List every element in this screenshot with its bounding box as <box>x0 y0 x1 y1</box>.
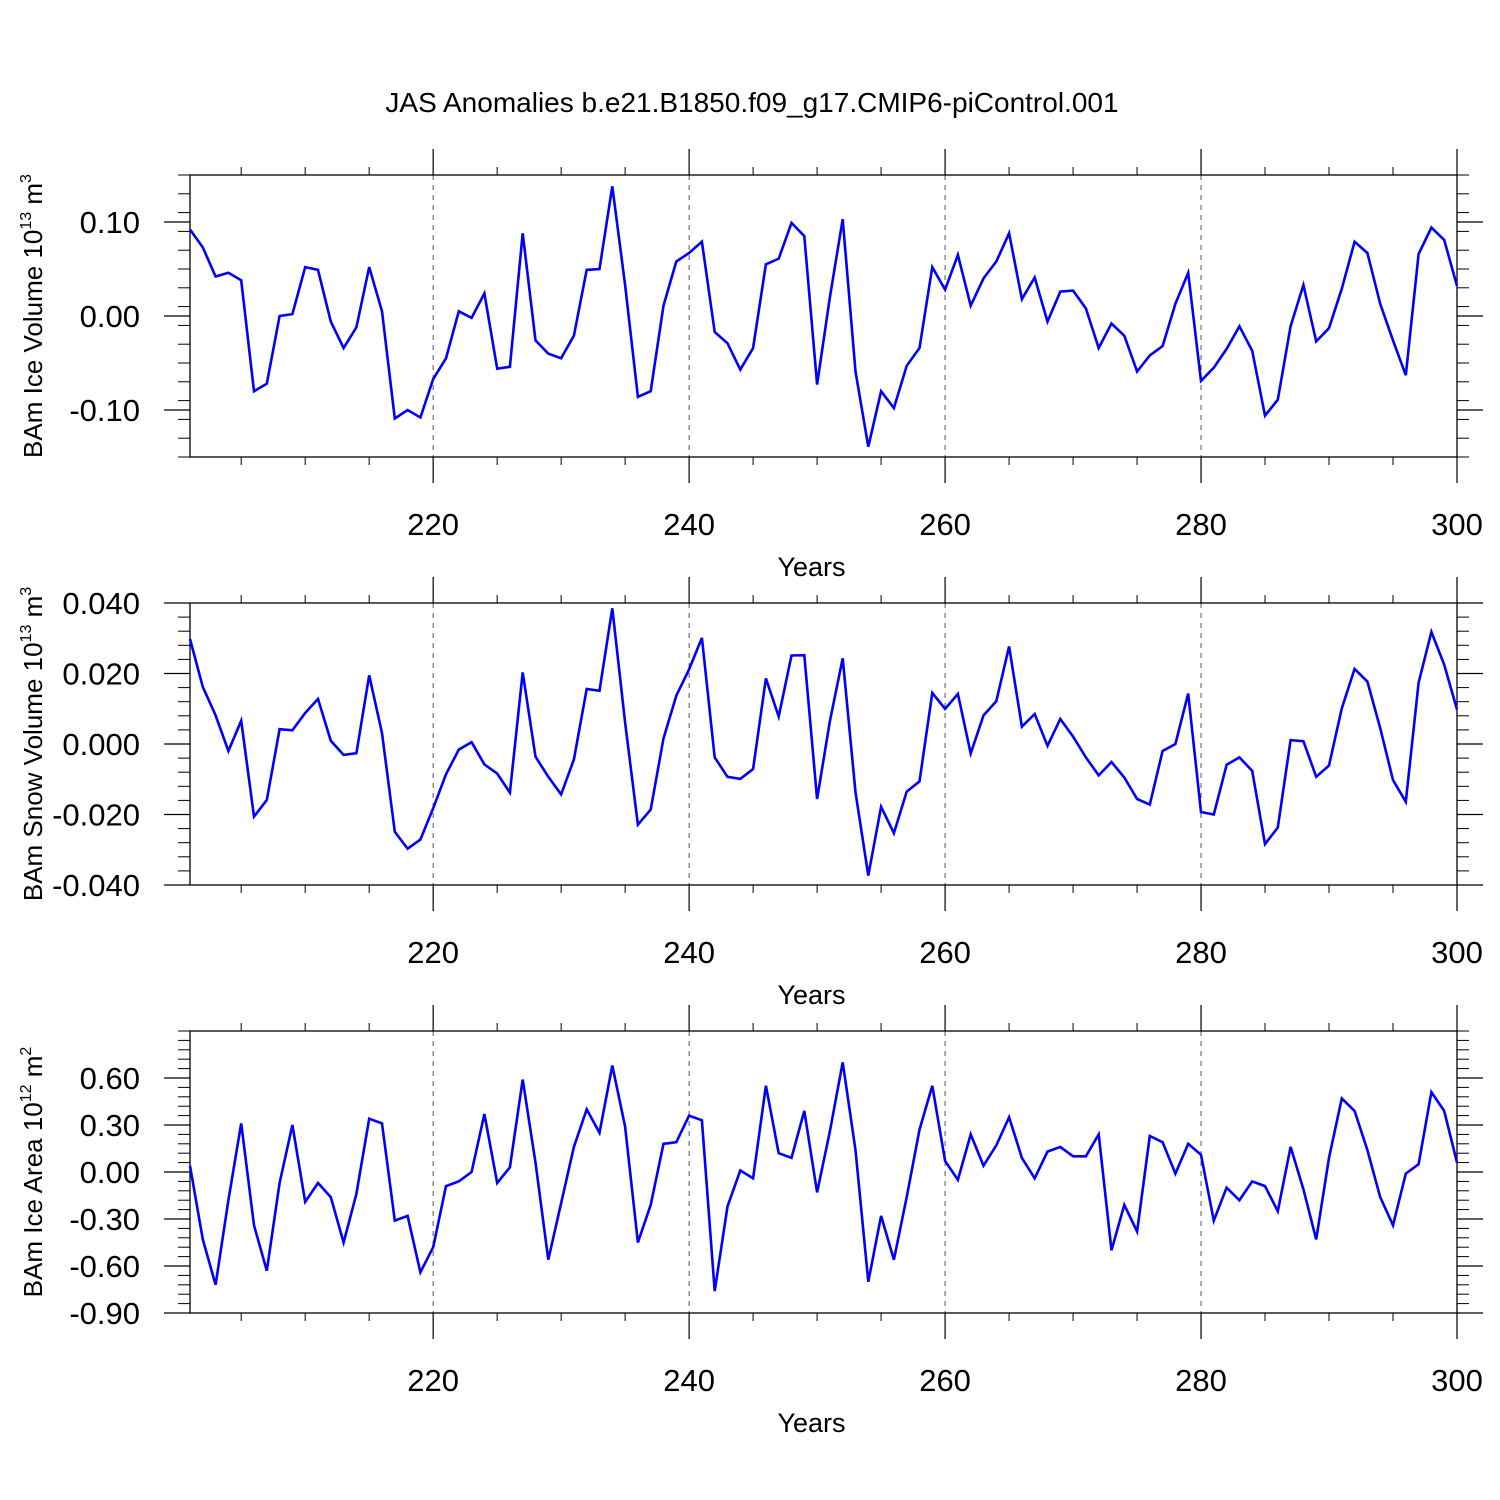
y-axis-label-superscript: 12 <box>18 1084 35 1102</box>
x-tick-label: 280 <box>1175 507 1227 542</box>
y-tick-label: 0.020 <box>62 657 140 692</box>
x-axis-label: Years <box>777 1408 845 1438</box>
y-tick-label: -0.60 <box>69 1249 140 1284</box>
x-axis-label: Years <box>777 980 845 1010</box>
y-axis-label: BAm Snow Volume 1013 m3 <box>18 587 48 901</box>
y-axis-label-part: BAm Ice Area 10 <box>18 1102 48 1297</box>
x-tick-label: 220 <box>407 935 459 970</box>
y-axis-label-part: m <box>18 183 48 212</box>
y-tick-label: -0.020 <box>52 798 140 833</box>
x-axis-label: Years <box>777 552 845 582</box>
x-tick-label: 260 <box>919 935 971 970</box>
y-tick-label: -0.30 <box>69 1202 140 1237</box>
series-line-1 <box>188 608 1459 876</box>
y-tick-label: 0.040 <box>62 586 140 621</box>
y-axis-label-superscript: 13 <box>18 212 35 230</box>
y-tick-label: -0.90 <box>69 1296 140 1331</box>
y-axis-label: BAm Ice Volume 1013 m3 <box>18 174 48 458</box>
y-tick-label: 0.000 <box>62 727 140 762</box>
y-axis-label-superscript: 3 <box>18 174 35 183</box>
y-tick-label: -0.10 <box>69 393 140 428</box>
x-tick-label: 220 <box>407 1363 459 1398</box>
y-tick-label: 0.10 <box>80 205 140 240</box>
x-tick-label: 300 <box>1431 1363 1483 1398</box>
y-axis-label-superscript: 2 <box>18 1047 35 1056</box>
x-tick-label: 260 <box>919 507 971 542</box>
y-tick-label: -0.040 <box>52 868 140 903</box>
chart-panel-2: 220 240 260 280 300 -0.040 -0.020 0.000 0.020 0.0… <box>18 577 1483 1010</box>
x-tick-label: 280 <box>1175 935 1227 970</box>
x-tick-label: 240 <box>663 1363 715 1398</box>
x-tick-label: 300 <box>1431 935 1483 970</box>
x-tick-label: 280 <box>1175 1363 1227 1398</box>
x-tick-label: 220 <box>407 507 459 542</box>
series-line-1 <box>188 1062 1459 1292</box>
chart-panel-1: 220 240 260 280 300 -0.10 0.00 0.10 Years BAm Ice… <box>18 149 1483 582</box>
y-tick-label: 0.30 <box>80 1108 140 1143</box>
y-axis-label-part: m <box>18 1056 48 1085</box>
series-line-1 <box>188 186 1459 447</box>
x-tick-label: 260 <box>919 1363 971 1398</box>
x-tick-label: 240 <box>663 935 715 970</box>
panels: 220 240 260 280 300 -0.10 0.00 0.10 Years BAm Ice… <box>18 149 1483 1438</box>
chart-panel-3: 220 240 260 280 300 -0.90 -0.60 -0.30 0.00 0.30 0.… <box>18 1005 1483 1438</box>
x-tick-label: 240 <box>663 507 715 542</box>
y-axis-label-part: BAm Snow Volume 10 <box>18 642 48 901</box>
y-tick-label: 0.00 <box>80 299 140 334</box>
y-axis-label-superscript: 13 <box>18 625 35 643</box>
y-tick-label: 0.60 <box>80 1061 140 1096</box>
y-axis-label-part: BAm Ice Volume 10 <box>18 230 48 458</box>
y-axis-label-superscript: 3 <box>18 587 35 596</box>
x-tick-label: 300 <box>1431 507 1483 542</box>
y-axis-label-part: m <box>18 596 48 625</box>
y-axis-label: BAm Ice Area 1012 m2 <box>18 1047 48 1298</box>
y-tick-label: 0.00 <box>80 1155 140 1190</box>
figure-title: JAS Anomalies b.e21.B1850.f09_g17.CMIP6-… <box>385 87 1118 118</box>
